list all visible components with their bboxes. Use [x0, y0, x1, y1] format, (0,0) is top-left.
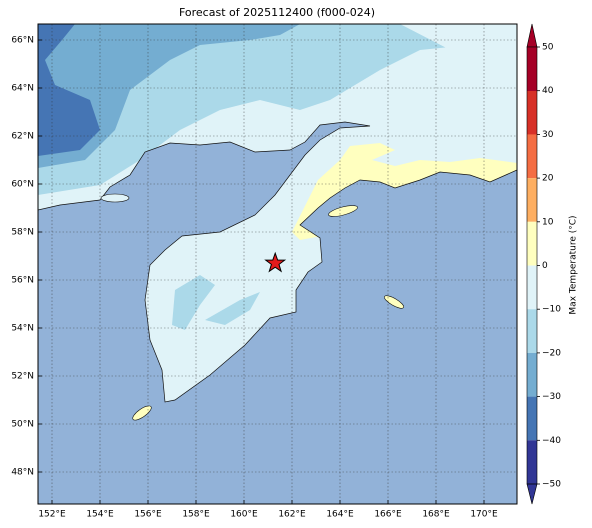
colorbar-tick-label: −20 [542, 348, 561, 358]
longitude-label: 152°E [38, 510, 66, 520]
colorbar-tick-label: 30 [542, 130, 554, 140]
longitude-label: 154°E [86, 510, 114, 520]
colorbar-tick-label: 50 [542, 43, 554, 53]
longitude-label: 170°E [470, 510, 498, 520]
latitude-label: 60°N [11, 180, 34, 190]
latitude-label: 50°N [11, 420, 34, 430]
latitude-label: 62°N [11, 132, 34, 142]
latitude-label: 56°N [11, 276, 34, 286]
longitude-label: 164°E [326, 510, 354, 520]
latitude-label: 64°N [11, 84, 34, 94]
latitude-label: 66°N [11, 36, 34, 46]
map-area [38, 24, 517, 504]
island [384, 295, 404, 309]
island [328, 205, 358, 217]
latitude-label: 54°N [11, 324, 34, 334]
map-title: Forecast of 2025112400 (f000-024) [179, 6, 375, 19]
longitude-label: 162°E [278, 510, 306, 520]
longitude-label: 166°E [374, 510, 402, 520]
island [100, 193, 130, 203]
longitude-label: 156°E [134, 510, 162, 520]
latitude-label: 52°N [11, 372, 34, 382]
island [132, 405, 152, 421]
colorbar-label: Max Temperature (°C) [569, 215, 579, 314]
latitude-label: 58°N [11, 228, 34, 238]
longitude-label: 158°E [182, 510, 210, 520]
colorbar-tick-label: −40 [542, 436, 561, 446]
colorbar-tick-label: 20 [542, 174, 554, 184]
colorbar: Max Temperature (°C) [526, 23, 579, 505]
colorbar-tick-label: 0 [542, 261, 548, 271]
longitude-label: 160°E [230, 510, 258, 520]
colorbar-tick-label: 40 [542, 86, 554, 96]
longitude-label: 168°E [422, 510, 450, 520]
colorbar-tick-label: −30 [542, 392, 561, 402]
latitude-label: 48°N [11, 468, 34, 478]
colorbar-tick-label: −50 [542, 480, 561, 490]
colorbar-tick-label: −10 [542, 305, 561, 315]
colorbar-tick-label: 10 [542, 217, 554, 227]
map-frame [37, 23, 518, 505]
location-marker [264, 251, 287, 273]
